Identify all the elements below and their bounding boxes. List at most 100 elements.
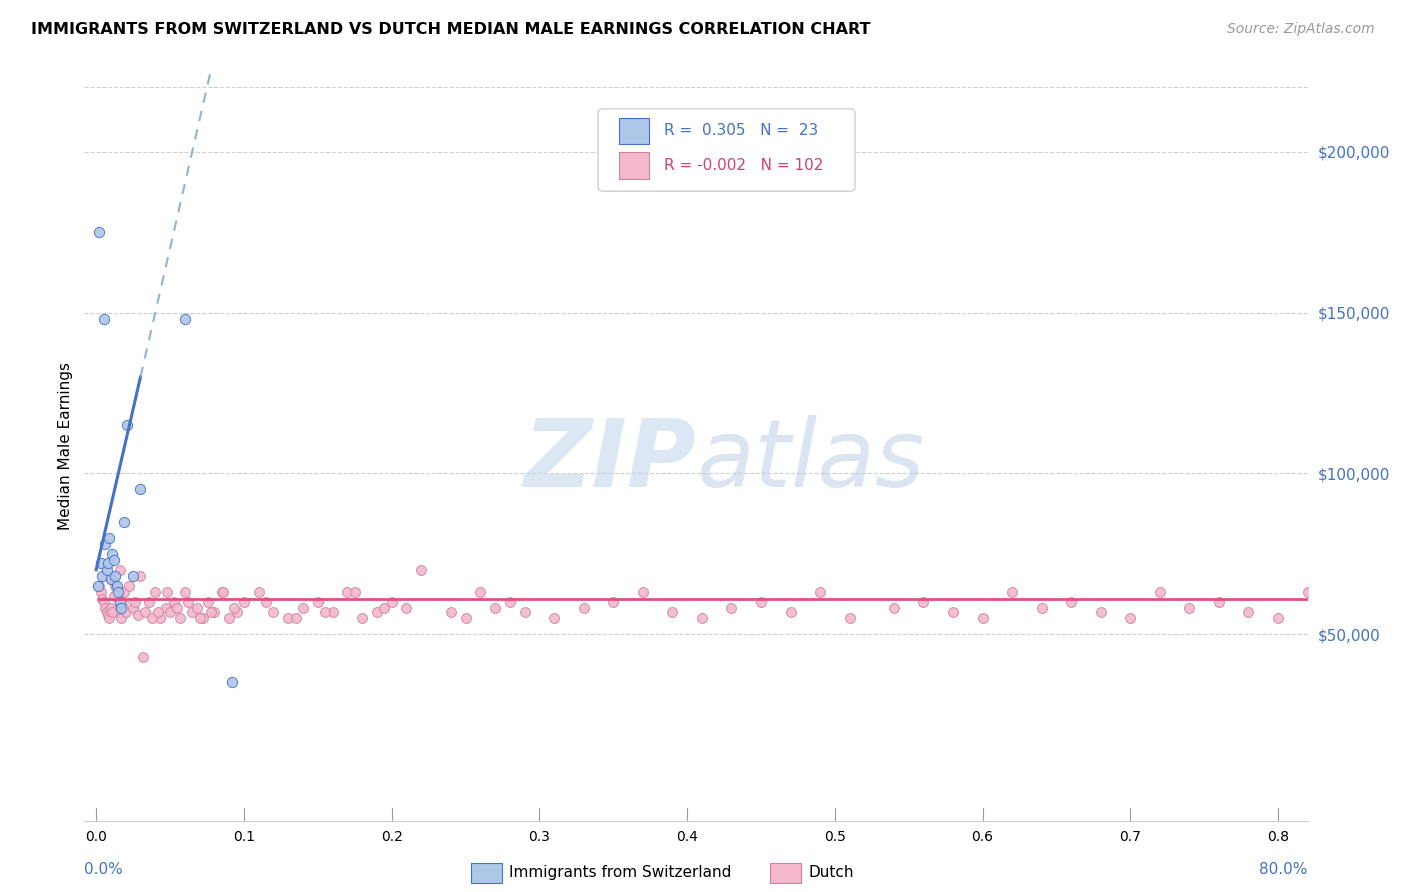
Point — [91, 569, 114, 583]
Point — [132, 649, 155, 664]
Point — [191, 611, 214, 625]
Point — [188, 611, 211, 625]
Point — [1267, 611, 1289, 625]
Point — [225, 605, 247, 619]
Point — [381, 595, 404, 609]
Point — [118, 579, 141, 593]
Point — [110, 601, 132, 615]
Point — [96, 563, 118, 577]
Point — [322, 605, 344, 619]
Point — [454, 611, 477, 625]
Point — [129, 569, 152, 583]
Text: Dutch: Dutch — [808, 865, 853, 880]
Point — [314, 605, 336, 619]
Point — [114, 605, 136, 619]
Point — [149, 611, 172, 625]
Point — [720, 601, 742, 615]
Point — [108, 595, 131, 609]
Y-axis label: Median Male Earnings: Median Male Earnings — [58, 362, 73, 530]
Point — [366, 605, 388, 619]
Text: Source: ZipAtlas.com: Source: ZipAtlas.com — [1227, 22, 1375, 37]
Point — [513, 605, 536, 619]
Text: IMMIGRANTS FROM SWITZERLAND VS DUTCH MEDIAN MALE EARNINGS CORRELATION CHART: IMMIGRANTS FROM SWITZERLAND VS DUTCH MED… — [31, 22, 870, 37]
Point — [602, 595, 624, 609]
Point — [838, 611, 860, 625]
Point — [1119, 611, 1142, 625]
Point — [104, 569, 127, 583]
Point — [883, 601, 905, 615]
Point — [104, 579, 127, 593]
Text: 80.0%: 80.0% — [1260, 862, 1308, 877]
Point — [247, 585, 270, 599]
Point — [100, 573, 122, 587]
Point — [111, 595, 134, 609]
Point — [155, 601, 177, 615]
Point — [173, 312, 195, 326]
Point — [105, 601, 128, 615]
Point — [211, 585, 233, 599]
Point — [103, 553, 125, 567]
Point — [1001, 585, 1024, 599]
Point — [98, 611, 121, 625]
Point — [186, 601, 208, 615]
Point — [148, 605, 170, 619]
Point — [232, 595, 254, 609]
Point — [105, 579, 128, 593]
Text: R = -0.002   N = 102: R = -0.002 N = 102 — [664, 158, 824, 173]
Point — [93, 312, 115, 326]
Point — [1208, 595, 1230, 609]
Point — [181, 605, 204, 619]
Point — [277, 611, 299, 625]
Point — [112, 515, 135, 529]
Point — [972, 611, 994, 625]
Point — [690, 611, 713, 625]
Point — [166, 601, 188, 615]
Point — [254, 595, 277, 609]
Point — [221, 675, 243, 690]
Point — [484, 601, 506, 615]
Point — [343, 585, 366, 599]
Point — [1031, 601, 1053, 615]
Bar — [619, 118, 650, 144]
Point — [94, 537, 117, 551]
Text: ZIP: ZIP — [523, 415, 696, 507]
Point — [159, 605, 181, 619]
Bar — [619, 153, 650, 178]
Point — [98, 531, 121, 545]
Point — [470, 585, 492, 599]
Point — [177, 595, 200, 609]
Point — [90, 557, 112, 571]
Point — [808, 585, 831, 599]
Point — [222, 601, 245, 615]
Point — [499, 595, 522, 609]
Point — [163, 595, 186, 609]
Point — [352, 611, 374, 625]
Point — [138, 595, 160, 609]
Point — [122, 601, 145, 615]
Point — [631, 585, 654, 599]
Point — [143, 585, 166, 599]
Point — [101, 605, 124, 619]
Point — [173, 585, 195, 599]
Point — [110, 611, 132, 625]
Point — [212, 585, 235, 599]
Point — [912, 595, 935, 609]
Point — [97, 607, 120, 622]
Point — [572, 601, 595, 615]
Point — [942, 605, 965, 619]
Point — [100, 601, 122, 615]
Point — [1237, 605, 1260, 619]
Point — [122, 569, 145, 583]
Point — [103, 589, 125, 603]
Point — [1296, 585, 1319, 599]
Point — [107, 585, 129, 599]
Text: atlas: atlas — [696, 416, 924, 507]
Point — [411, 563, 433, 577]
Point — [284, 611, 307, 625]
Point — [129, 483, 152, 497]
Point — [156, 585, 179, 599]
Point — [440, 605, 463, 619]
Point — [107, 605, 129, 619]
Point — [101, 547, 124, 561]
Point — [200, 605, 222, 619]
